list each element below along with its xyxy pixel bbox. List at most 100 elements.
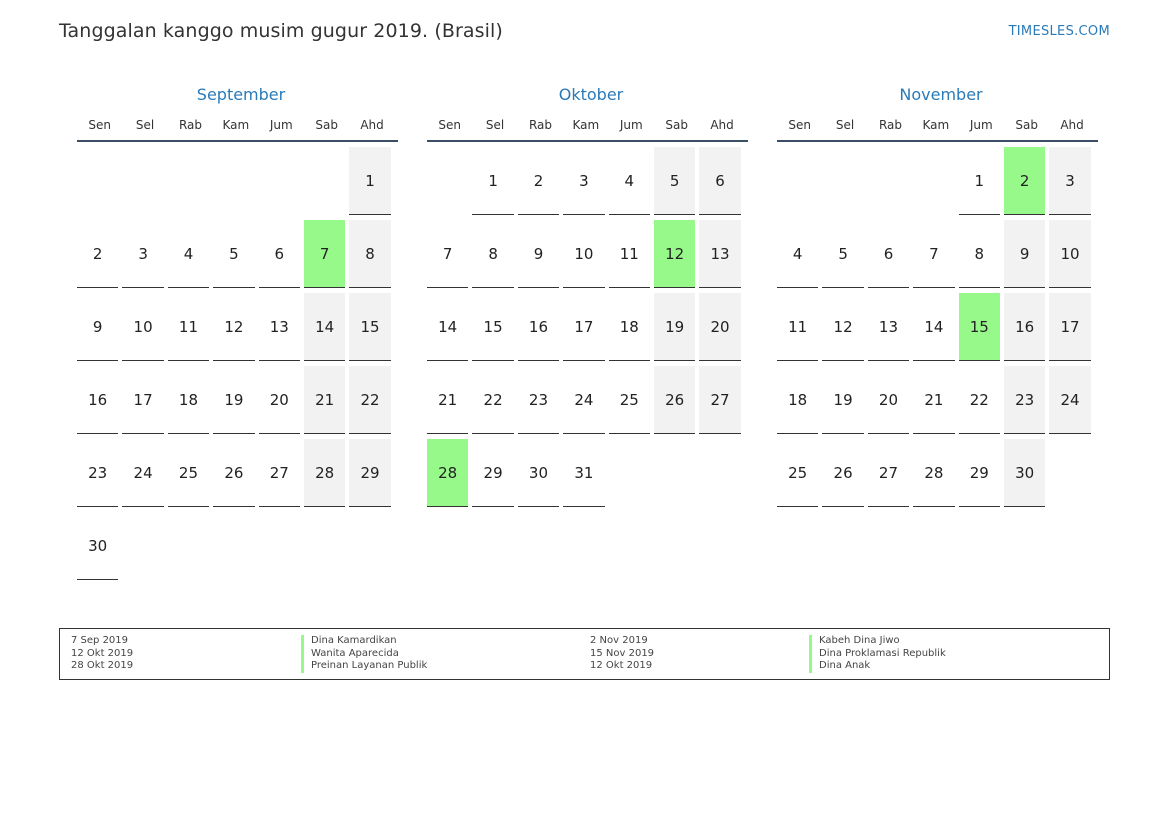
day-cell: 22 [958,366,1000,434]
day-cell: 12 [822,293,864,361]
day-cell: 14 [913,293,955,361]
day-cell: 1 [472,147,514,215]
day-cell: 6 [867,220,910,288]
day-cell: 27 [258,439,300,507]
page-title: Tanggalan kanggo musim gugur 2019. (Bras… [59,20,503,42]
day-cell: 6 [699,147,741,215]
weekday-label: Ahd [710,118,734,132]
day-cell: 16 [517,293,560,361]
weekday-label: Jum [269,118,293,132]
day-cell: 25 [777,439,819,507]
day-cell: 18 [167,366,210,434]
empty-cell [427,147,468,215]
legend-date: 12 Okt 2019 [590,660,653,671]
legend-date: 12 Okt 2019 [71,647,134,659]
day-cell: 8 [472,220,514,288]
month-september: September Sen Sel Rab Kam Jum Sab Ahd 1 2 3 4 5 6 7 8 9 1… [77,82,398,580]
weekday-label: Jum [619,118,643,132]
weekday-label: Rab [178,118,202,132]
day-cell: 3 [122,220,164,288]
weekday-label: Jum [969,118,993,132]
legend-holiday-name: Kabeh Dina Jiwo [809,635,900,648]
empty-cell [777,147,818,215]
empty-cell [77,147,118,215]
day-cell: 26 [822,439,864,507]
weekday-label: Rab [878,118,902,132]
day-cell: 17 [563,293,605,361]
day-cell: 22 [349,366,391,434]
weekday-label: Kam [222,118,250,132]
day-cell: 4 [608,147,650,215]
month-name: November [899,85,983,104]
weekday-header: Sen Sel Rab Kam Jum Sab Ahd [77,108,398,142]
day-grid: 1 2 3 4 5 6 7 8 9 10 11 12 13 14 15 16 17 18 19 20 21 22 23 24 2… [777,147,1098,507]
weekday-label: Sel [835,118,855,132]
day-cell: 13 [867,293,910,361]
month-name: September [196,85,286,104]
day-cell: 5 [822,220,864,288]
day-cell: 25 [167,439,210,507]
day-cell: 20 [867,366,910,434]
day-cell: 26 [213,439,255,507]
weekday-header: Sen Sel Rab Kam Jum Sab Ahd [777,108,1098,142]
day-cell: 2 [517,147,560,215]
day-cell: 29 [349,439,391,507]
weekday-label: Sab [315,118,338,132]
day-cell: 25 [608,366,650,434]
site-link[interactable]: TIMESLES.COM [1008,24,1110,39]
month-name: Oktober [558,85,624,104]
day-cell: 10 [563,220,605,288]
day-cell: 24 [1049,366,1091,434]
day-cell: 14 [303,293,346,361]
weekday-label: Sen [438,118,461,132]
weekday-label: Sab [1015,118,1038,132]
holiday-day-cell: 12 [653,220,696,288]
day-cell: 1 [958,147,1000,215]
day-cell: 2 [77,220,119,288]
day-cell: 11 [167,293,210,361]
legend-holiday-name: Dina Kamardikan [301,635,590,648]
day-cell: 18 [608,293,650,361]
day-cell: 9 [1003,220,1046,288]
day-cell: 10 [1049,220,1091,288]
weekday-label: Sel [485,118,505,132]
day-cell: 9 [77,293,119,361]
day-cell: 27 [867,439,910,507]
day-cell: 24 [122,439,164,507]
day-cell: 30 [77,512,119,580]
legend-holiday-name: Dina Anak [809,660,870,673]
day-cell: 4 [777,220,819,288]
day-cell: 24 [563,366,605,434]
day-cell: 7 [427,220,469,288]
day-cell: 8 [958,220,1000,288]
day-cell: 21 [913,366,955,434]
day-cell: 29 [472,439,514,507]
weekday-label: Kam [922,118,950,132]
holiday-legend: 7 Sep 2019 Dina Kamardikan 2 Nov 2019 Kabeh… [59,628,1110,680]
holiday-day-cell: 2 [1003,147,1046,215]
day-cell: 19 [653,293,696,361]
day-cell: 20 [699,293,741,361]
weekday-label: Kam [572,118,600,132]
day-cell: 3 [1049,147,1091,215]
day-cell: 16 [1003,293,1046,361]
day-cell: 28 [913,439,955,507]
weekday-label: Ahd [360,118,384,132]
day-cell: 5 [213,220,255,288]
empty-cell [259,147,300,215]
day-cell: 12 [213,293,255,361]
day-cell: 23 [517,366,560,434]
day-cell: 26 [653,366,696,434]
day-cell: 13 [258,293,300,361]
day-cell: 22 [472,366,514,434]
legend-holiday-name: Preinan Layanan Publik [301,660,590,673]
legend-holiday-name: Wanita Aparecida [301,647,590,660]
day-cell: 23 [77,439,119,507]
weekday-label: Sen [788,118,811,132]
day-cell: 30 [517,439,560,507]
empty-cell [304,147,345,215]
day-cell: 9 [517,220,560,288]
empty-cell [913,147,954,215]
legend-row: 12 Okt 2019 Wanita Aparecida 15 Nov 2019 Di… [71,647,1098,660]
holiday-day-cell: 7 [303,220,346,288]
